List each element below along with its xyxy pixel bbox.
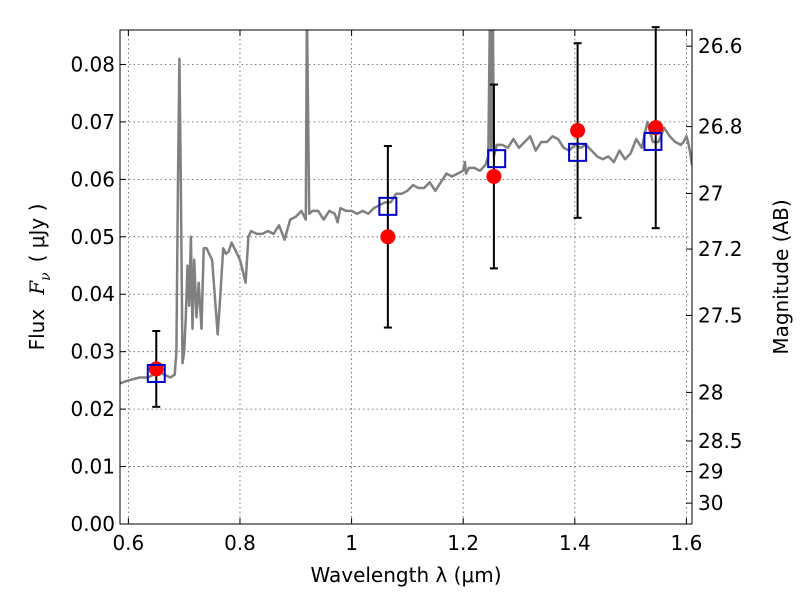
synthetic-point bbox=[146, 364, 166, 384]
observed-point bbox=[486, 168, 502, 184]
x-tick-label: 0.6 bbox=[112, 531, 144, 555]
y2-tick-label: 28.5 bbox=[698, 429, 743, 453]
x-tick-label: 1 bbox=[345, 531, 358, 555]
x-tick-label: 1.4 bbox=[559, 531, 591, 555]
y-tick-label: 0.07 bbox=[70, 110, 115, 134]
y-tick-label: 0.04 bbox=[70, 282, 115, 306]
observed-point bbox=[648, 120, 664, 136]
y-axis-label-subscript: ν bbox=[38, 272, 54, 281]
observed-point bbox=[148, 361, 164, 377]
y2-tick-label: 27 bbox=[698, 181, 723, 205]
x-tick-label: 0.8 bbox=[224, 531, 256, 555]
observed-point bbox=[380, 229, 396, 245]
x-tick-label: 1.6 bbox=[671, 531, 703, 555]
y-tick-label: 0.06 bbox=[70, 167, 115, 191]
y-tick-label: 0.01 bbox=[70, 455, 115, 479]
synthetic-point bbox=[378, 196, 398, 216]
y-axis-label-unit: ( μJy ) bbox=[25, 204, 49, 263]
y-axis-label: Flux Fν ( μJy ) bbox=[25, 204, 54, 351]
plot-frame bbox=[119, 29, 693, 525]
observed-point bbox=[570, 123, 586, 139]
synthetic-point bbox=[643, 131, 663, 151]
y2-axis-label: Magnitude (AB) bbox=[769, 199, 793, 354]
y-tick-label: 0.05 bbox=[70, 225, 115, 249]
synthetic-point bbox=[568, 142, 588, 162]
model-layer bbox=[120, 30, 692, 385]
y-tick-label: 0.03 bbox=[70, 340, 115, 364]
y2-tick-label: 26.8 bbox=[698, 115, 743, 139]
synthetic-layer bbox=[146, 131, 663, 384]
y-tick-label: 0.00 bbox=[70, 512, 115, 536]
grid-layer bbox=[120, 30, 692, 524]
y2-tick-label: 26.6 bbox=[698, 34, 743, 58]
y-axis-label-text: Flux bbox=[25, 309, 49, 351]
y-tick-label: 0.08 bbox=[70, 52, 115, 76]
y2-tick-label: 30 bbox=[698, 491, 723, 515]
x-axis-label: Wavelength λ (μm) bbox=[310, 563, 501, 587]
y-axis-label-symbol: F bbox=[25, 280, 49, 296]
errorbar-layer bbox=[152, 26, 660, 408]
y-tick-label: 0.02 bbox=[70, 397, 115, 421]
model-sed-line bbox=[120, 30, 692, 385]
x-tick-label: 1.2 bbox=[447, 531, 479, 555]
synthetic-point bbox=[487, 149, 507, 169]
y2-tick-label: 29 bbox=[698, 460, 723, 484]
y2-tick-label: 27.2 bbox=[698, 237, 743, 261]
y2-tick-label: 27.5 bbox=[698, 303, 743, 327]
tick-layer: 0.6 0.8 1 1.2 1.4 1.6 0.00 0.01 0.02 0.03 0.04 0.05… bbox=[70, 30, 743, 555]
y2-tick-label: 28 bbox=[698, 380, 723, 404]
